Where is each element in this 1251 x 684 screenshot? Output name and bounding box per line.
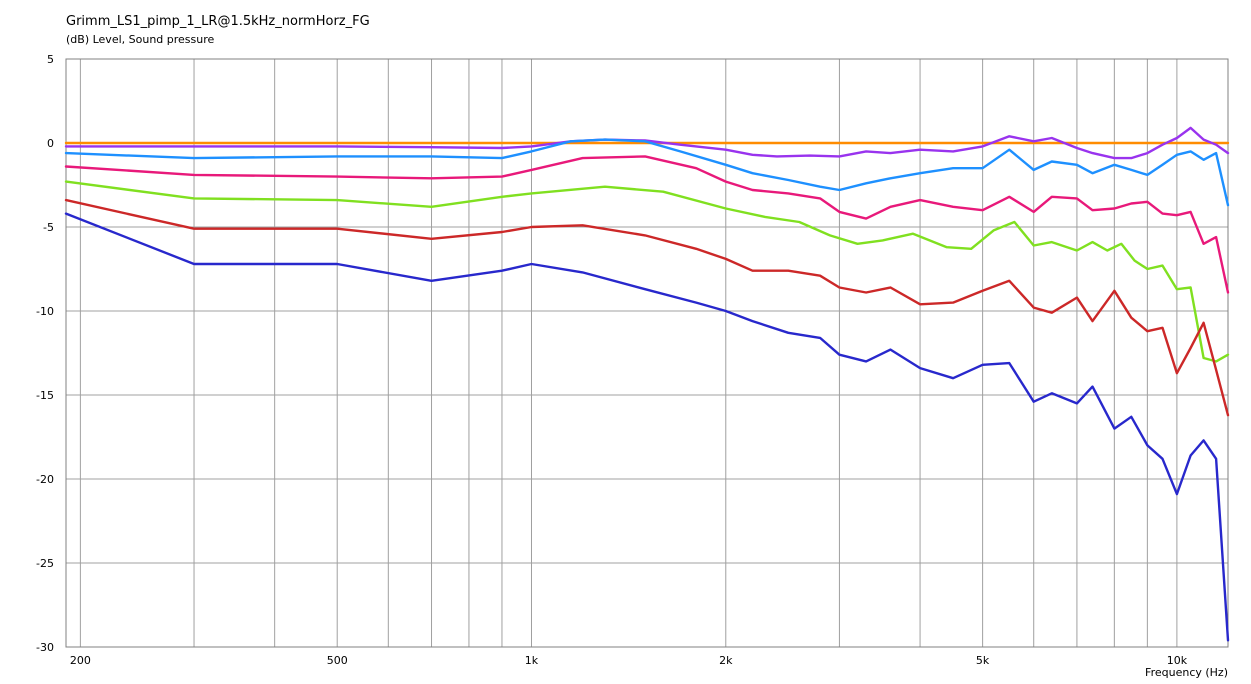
chart-title: Grimm_LS1_pimp_1_LR@1.5kHz_normHorz_FG (66, 14, 370, 29)
x-tick-label: 500 (327, 654, 348, 667)
y-tick-label: -25 (36, 557, 54, 570)
plot-frame (65, 58, 1229, 648)
series-line-6 (64, 212, 1230, 642)
x-tick-label: 5k (976, 654, 990, 667)
series-line-5 (64, 198, 1230, 417)
y-tick-label: -30 (36, 641, 54, 654)
series-line-2 (64, 138, 1230, 207)
x-tick-label: 2k (719, 654, 733, 667)
x-axis-label: Frequency (Hz) (1145, 666, 1228, 679)
y-tick-label: 0 (47, 137, 54, 150)
x-tick-label: 10k (1167, 654, 1188, 667)
y-tick-label: 5 (47, 53, 54, 66)
y-axis-label: (dB) Level, Sound pressure (66, 33, 215, 46)
series-line-3 (64, 155, 1230, 294)
y-tick-label: -5 (43, 221, 54, 234)
series-line-1 (64, 126, 1230, 160)
y-tick-label: -15 (36, 389, 54, 402)
series-line-4 (64, 180, 1230, 363)
y-tick-label: -10 (36, 305, 54, 318)
x-tick-label: 200 (70, 654, 91, 667)
y-tick-label: -20 (36, 473, 54, 486)
x-tick-label: 1k (525, 654, 539, 667)
